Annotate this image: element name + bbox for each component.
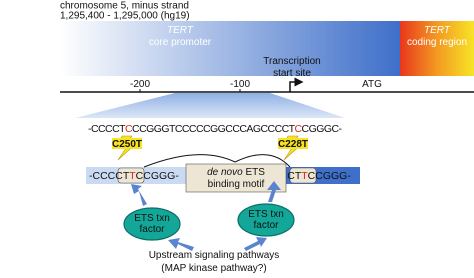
motif-label: de novo ETS: [207, 167, 265, 178]
gene-name: TERT: [167, 25, 194, 36]
mutation: C228T: [278, 139, 308, 150]
arrow: [267, 181, 281, 202]
text-part: CCGGG-: [308, 170, 352, 182]
text-part: CCGGG-: [136, 170, 180, 182]
sequence: -CCCCTCCCGGGTCCCCCGGCCCAGCCCCTCCGGGC-: [88, 123, 343, 135]
region-label: coding region: [407, 37, 467, 48]
factor-label: factor: [139, 224, 165, 235]
promoter-region: [60, 21, 400, 76]
upstream-label: (MAP kinase pathway?): [161, 263, 266, 274]
tss-label: Transcription: [263, 56, 320, 67]
mutant-sequence: -CCCCTTCCGGG-: [89, 170, 179, 182]
text-part: T: [301, 170, 308, 182]
text-part: -CCCCT: [89, 170, 130, 182]
text-part: CCGGGTCCCCCGGCCCAGCCCCT: [132, 123, 296, 135]
tss-arrow: [289, 77, 304, 92]
atg-label: ATG: [362, 79, 382, 90]
arrow: [244, 237, 267, 251]
text-part: -CCCCT: [88, 123, 126, 135]
factor: [123, 207, 181, 241]
mutation-box: [278, 138, 308, 149]
coordinates: 1,295,400 - 1,295,000 (hg19): [60, 11, 190, 22]
motif-label: binding motif: [208, 179, 265, 190]
text-part: de novo: [207, 167, 243, 178]
motif-arc: [143, 154, 291, 168]
site-box: [289, 167, 317, 184]
zoom-wedge: [75, 93, 345, 118]
arrow: [168, 238, 194, 251]
text-part: ETS: [245, 167, 265, 178]
text-part: CGGGC-: [302, 123, 343, 135]
mutation-box: [112, 138, 142, 149]
mutation: C250T: [112, 139, 142, 150]
region-label: core promoter: [149, 37, 212, 48]
site-box: [117, 167, 145, 184]
chromosome: chromosome 5, minus strand: [60, 1, 189, 12]
tss-label: start site: [273, 68, 311, 79]
gene-name: TERT: [424, 25, 451, 36]
factor-label: factor: [253, 220, 279, 231]
factor-label: ETS txn: [248, 209, 284, 220]
factor-label: ETS txn: [134, 213, 170, 224]
axis-label: -100: [230, 79, 250, 90]
upstream-label: Upstream signaling pathways: [149, 250, 280, 261]
text-part: T: [129, 170, 136, 182]
axis-label: -200: [130, 79, 150, 90]
text-part: C: [295, 123, 303, 135]
text-part: C: [125, 123, 133, 135]
coding-region: [400, 21, 474, 76]
factor: [237, 203, 295, 237]
arrow: [131, 184, 147, 206]
